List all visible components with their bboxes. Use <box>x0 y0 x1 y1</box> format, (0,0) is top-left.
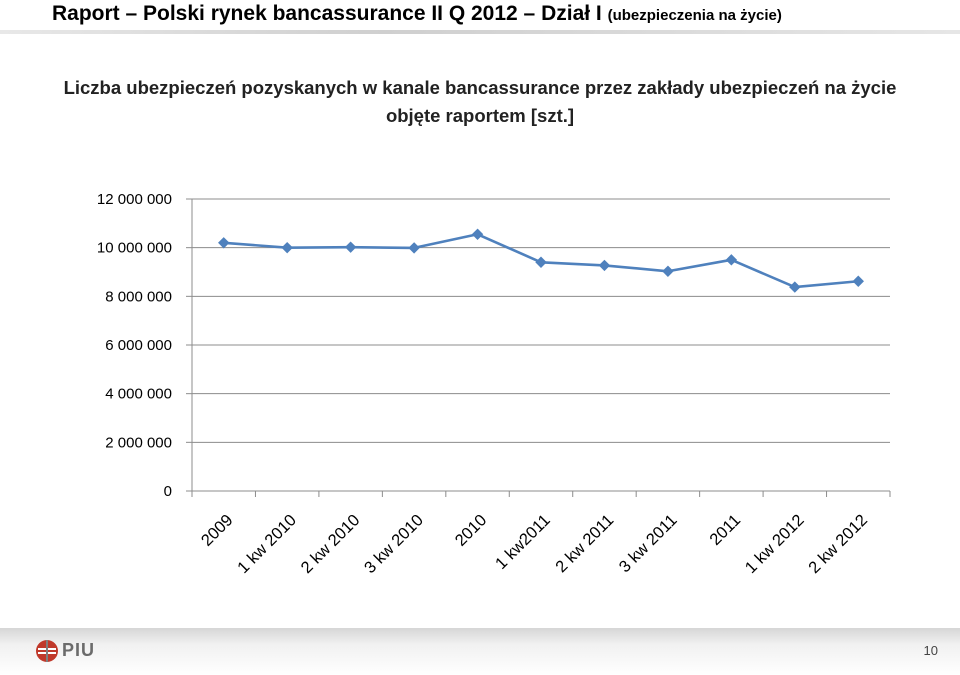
data-point <box>408 242 420 254</box>
data-point <box>344 241 357 253</box>
y-tick-label: 8 000 000 <box>105 288 172 305</box>
y-tick-label: 12 000 000 <box>97 191 172 208</box>
x-tick-label: 2 kw 2010 <box>298 511 364 577</box>
x-tick-label: 2011 <box>706 511 744 549</box>
x-tick-label: 2010 <box>452 511 491 550</box>
x-tick-label: 3 kw 2010 <box>361 511 427 577</box>
data-point <box>471 228 484 240</box>
x-tick-label: 1 kw2011 <box>492 511 554 573</box>
gridlines <box>192 198 890 443</box>
page-number: 10 <box>923 643 938 658</box>
line-chart: 0 2 000 000 4 000 000 6 000 000 8 000 000 10 … <box>97 191 891 577</box>
page-title-sub: (ubezpieczenia na życie) <box>607 7 782 24</box>
chart-title: Liczba ubezpieczeń pozyskanych w kanale … <box>63 77 897 126</box>
data-point <box>662 265 674 277</box>
data-point <box>535 256 547 268</box>
y-tick-labels: 0 2 000 000 4 000 000 6 000 000 8 000 000 10 … <box>97 191 172 500</box>
data-point <box>598 259 611 272</box>
data-point <box>218 237 230 249</box>
data-point <box>281 241 293 254</box>
data-point <box>789 281 801 293</box>
y-tick-label: 4 000 000 <box>105 386 172 403</box>
logo-mark-icon <box>36 640 58 662</box>
y-tick-label: 2 000 000 <box>105 434 172 451</box>
x-tick-label: 1 kw 2012 <box>742 511 808 577</box>
footer-bar <box>0 628 960 675</box>
piu-logo: PIU <box>34 638 104 666</box>
data-point <box>725 254 738 266</box>
logo-text: PIU <box>62 640 96 660</box>
x-tick-label: 2009 <box>198 511 237 550</box>
series <box>218 228 864 293</box>
header-divider <box>0 30 960 34</box>
axes <box>186 198 891 497</box>
x-tick-label: 2 kw 2011 <box>552 511 617 576</box>
page-title-main: Raport – Polski rynek bancassurance II Q… <box>52 2 602 25</box>
y-tick-label: 0 <box>164 483 172 500</box>
page-title: Raport – Polski rynek bancassurance II Q… <box>52 2 782 26</box>
x-tick-label: 3 kw 2011 <box>616 511 681 576</box>
y-tick-label: 6 000 000 <box>105 337 172 354</box>
data-point <box>852 275 864 287</box>
x-tick-label: 1 kw 2010 <box>234 511 300 577</box>
x-tick-label: 2 kw 2012 <box>805 511 871 577</box>
y-tick-label: 10 000 000 <box>97 240 172 257</box>
